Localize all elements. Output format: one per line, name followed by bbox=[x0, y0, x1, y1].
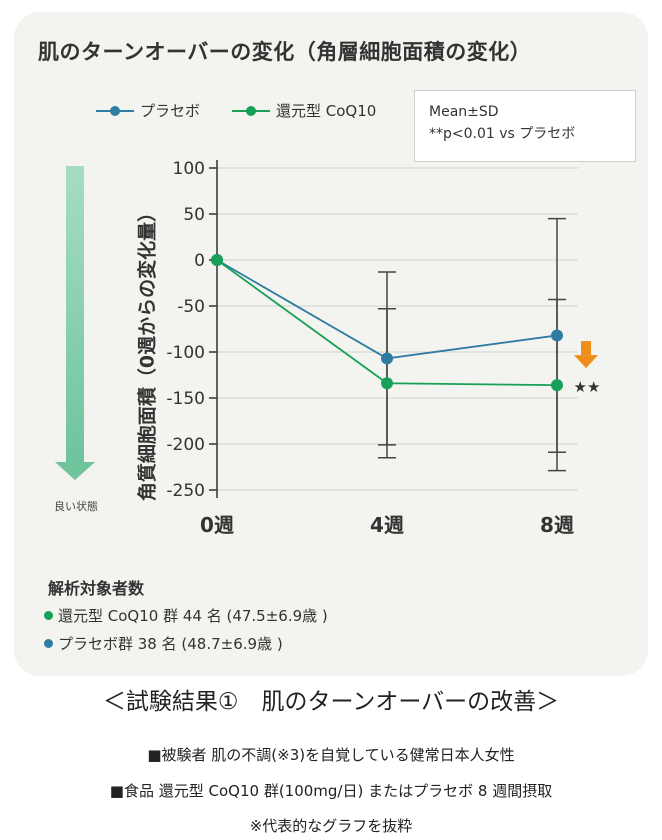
chart-title: 肌のターンオーバーの変化（角層細胞面積の変化） bbox=[38, 40, 532, 64]
x-tick-label-2: 8週 bbox=[540, 513, 574, 537]
y-tick-label-1: 50 bbox=[183, 205, 205, 225]
good-direction-label: 良い状態 bbox=[54, 500, 98, 513]
line-chart: 100 50 0 -50 -100 -150 -200 -250 0週 4週 8週 ★★ bbox=[55, 159, 601, 537]
legend-coq10: 還元型 CoQ10 bbox=[232, 100, 376, 121]
chart-panel: 肌のターンオーバーの変化（角層細胞面積の変化） プラセボ 還元型 CoQ10 M… bbox=[14, 12, 648, 676]
x-tick-label-1: 4週 bbox=[370, 513, 404, 537]
legend-line-placebo bbox=[96, 105, 134, 116]
significance-stars: ★★ bbox=[574, 378, 601, 396]
y-tick-label-7: -250 bbox=[166, 481, 205, 501]
good-direction-arrow bbox=[55, 166, 95, 480]
stats-note-line1: Mean±SD bbox=[429, 104, 499, 120]
y-tick-label-0: 100 bbox=[173, 159, 205, 179]
caption-main: ＜試験結果① 肌のターンオーバーの改善＞ bbox=[102, 689, 560, 715]
legend-label-placebo: プラセボ bbox=[140, 102, 201, 120]
subject-text-placebo: プラセボ群 38 名 (48.7±6.9歳 ) bbox=[58, 635, 283, 653]
subjects-title: 解析対象者数 bbox=[48, 579, 145, 598]
y-tick-label-5: -150 bbox=[166, 389, 205, 409]
y-tick-label-6: -200 bbox=[166, 435, 205, 455]
point-placebo-2 bbox=[551, 329, 563, 342]
subject-text-coq10: 還元型 CoQ10 群 44 名 (47.5±6.9歳 ) bbox=[58, 607, 328, 625]
significance-arrow-shaft bbox=[581, 341, 591, 356]
subject-dot-coq10 bbox=[44, 611, 53, 620]
stats-note: Mean±SD **p<0.01 vs プラセボ bbox=[414, 90, 636, 162]
y-tick-label-4: -100 bbox=[166, 343, 205, 363]
subject-dot-placebo bbox=[44, 639, 53, 648]
point-placebo-1 bbox=[381, 352, 393, 365]
legend-label-coq10: 還元型 CoQ10 bbox=[276, 102, 377, 120]
significance-arrow-head bbox=[574, 355, 598, 369]
x-tick-label-0: 0週 bbox=[200, 513, 234, 537]
caption-note: ※代表的なグラフを抜粋 bbox=[249, 817, 413, 835]
subject-coq10: 還元型 CoQ10 群 44 名 (47.5±6.9歳 ) bbox=[44, 605, 328, 626]
y-tick-label-2: 0 bbox=[194, 251, 205, 271]
y-tick-label-3: -50 bbox=[177, 297, 205, 317]
legend-line-coq10 bbox=[232, 105, 270, 116]
legend-placebo: プラセボ bbox=[96, 100, 200, 121]
point-coq10-2 bbox=[551, 379, 563, 392]
stats-note-line2: **p<0.01 vs プラセボ bbox=[429, 126, 576, 142]
caption-intake: ■食品 還元型 CoQ10 群(100mg/日) またはプラセボ 8 週間摂取 bbox=[109, 782, 553, 800]
point-coq10-0 bbox=[211, 254, 223, 266]
subject-placebo: プラセボ群 38 名 (48.7±6.9歳 ) bbox=[44, 633, 283, 654]
point-coq10-1 bbox=[381, 377, 393, 390]
caption-subjects: ■被験者 肌の不調(※3)を自覚している健常日本人女性 bbox=[147, 746, 515, 764]
